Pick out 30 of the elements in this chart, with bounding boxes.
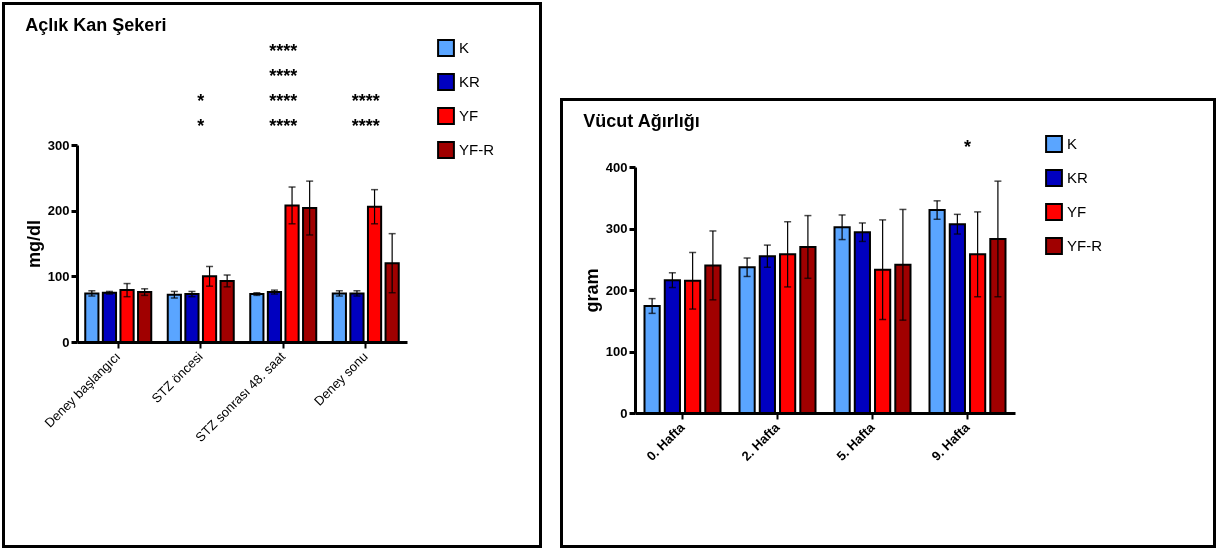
legend-label: K bbox=[1067, 135, 1078, 152]
legend-label: YF-R bbox=[459, 141, 495, 158]
y-tick-label: 200 bbox=[605, 282, 628, 298]
y-tick-label: 400 bbox=[605, 159, 628, 175]
legend-label: KR bbox=[1067, 169, 1088, 186]
y-tick-label: 0 bbox=[620, 405, 628, 421]
legend-label: KR bbox=[459, 73, 480, 90]
legend-label: YF bbox=[459, 107, 479, 124]
y-tick-label: 200 bbox=[47, 203, 70, 219]
y-tick-label: 100 bbox=[47, 268, 70, 284]
text: * bbox=[197, 90, 205, 111]
y-tick-label: 100 bbox=[605, 344, 628, 359]
text: **** bbox=[269, 40, 298, 61]
text: **** bbox=[269, 65, 298, 86]
legend-label: YF-R bbox=[1067, 237, 1103, 254]
y-axis-title: mg/dl bbox=[23, 220, 44, 268]
legend-label: YF bbox=[1067, 203, 1087, 220]
chart-title: Vücut Ağırlığı bbox=[583, 111, 700, 131]
text: **** bbox=[269, 115, 298, 136]
chart-title: Açlık Kan Şekeri bbox=[25, 15, 167, 35]
text: **** bbox=[351, 115, 380, 136]
text: * bbox=[963, 137, 972, 157]
text: **** bbox=[269, 90, 298, 111]
y-tick-label: 0 bbox=[62, 334, 70, 350]
text: * bbox=[197, 115, 205, 136]
y-axis-title: gram bbox=[581, 268, 602, 313]
y-tick-label: 300 bbox=[47, 137, 70, 153]
y-tick-label: 300 bbox=[605, 221, 628, 236]
text: **** bbox=[351, 90, 380, 111]
legend-label: K bbox=[459, 39, 470, 56]
